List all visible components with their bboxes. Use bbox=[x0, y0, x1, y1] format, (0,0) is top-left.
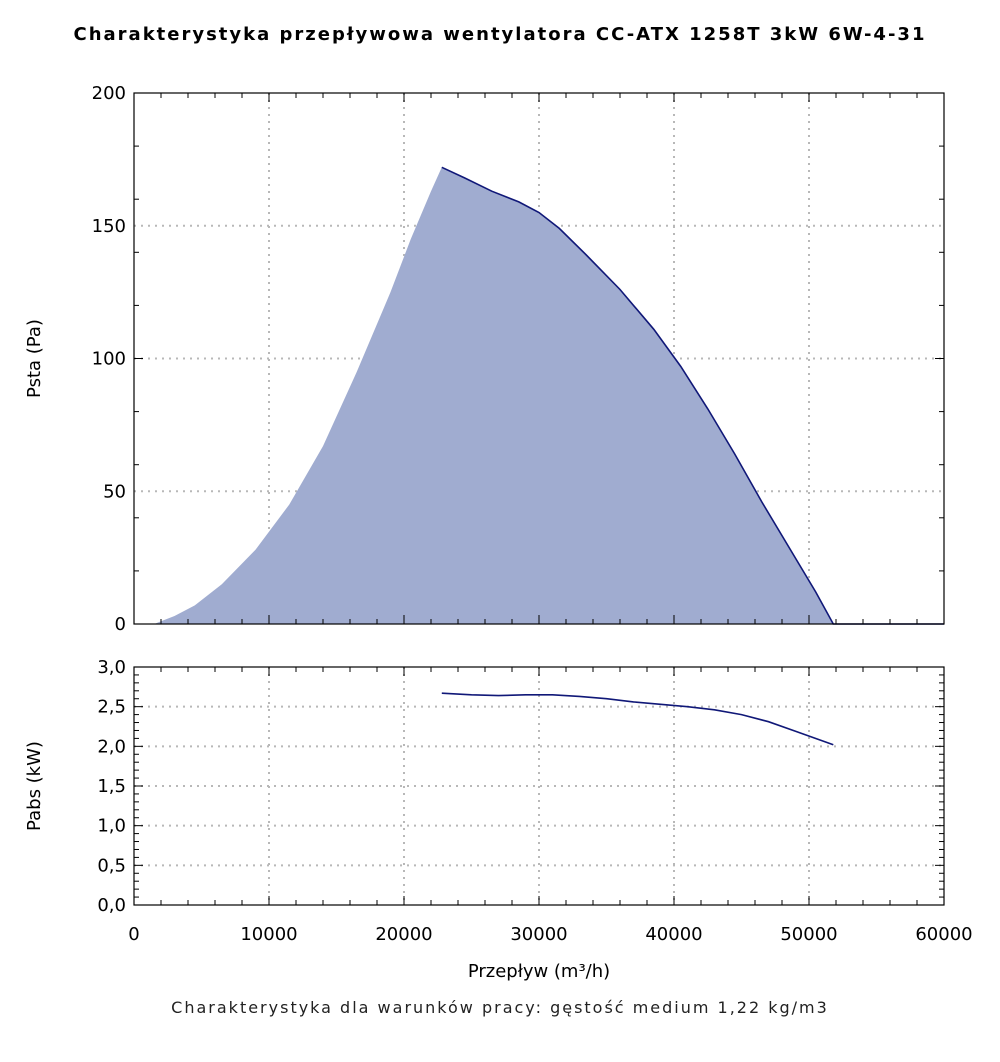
power-ytick-label: 3,0 bbox=[97, 657, 126, 678]
pressure-curve bbox=[441, 166, 944, 625]
pressure-ylabel: Psta (Pa) bbox=[24, 319, 45, 398]
power-curve bbox=[441, 692, 834, 746]
x-tick-label: 0 bbox=[128, 924, 139, 945]
x-tick-label: 40000 bbox=[645, 924, 702, 945]
power-ytick-label: 2,5 bbox=[97, 697, 126, 718]
pressure-area-fill bbox=[134, 167, 944, 625]
chart-title: Charakterystyka przepływowa wentylatora … bbox=[73, 24, 927, 45]
power-ytick-label: 2,0 bbox=[97, 736, 126, 757]
pressure-ytick-label: 50 bbox=[103, 481, 126, 502]
pressure-ytick-label: 100 bbox=[92, 349, 126, 370]
x-tick-label: 20000 bbox=[375, 924, 432, 945]
x-axis-label: Przepływ (m³/h) bbox=[468, 961, 610, 982]
x-tick-label: 10000 bbox=[240, 924, 297, 945]
chart-subtitle: Charakterystyka dla warunków pracy: gęst… bbox=[171, 998, 829, 1017]
pressure-panel: 0 50 100 150 200 Psta (Pa) bbox=[24, 83, 945, 635]
power-ylabel: Pabs (kW) bbox=[24, 741, 45, 831]
x-tick-label: 60000 bbox=[915, 924, 972, 945]
pressure-ytick-label: 0 bbox=[115, 614, 126, 635]
power-ytick-label: 0,5 bbox=[97, 855, 126, 876]
power-ytick-label: 0,0 bbox=[97, 895, 126, 916]
pressure-ytick-label: 200 bbox=[92, 83, 126, 104]
power-panel: 0,0 0,5 1,0 1,5 2,0 2,5 3,0 Pabs (kW) 0 10000 2000… bbox=[24, 657, 973, 982]
pressure-ytick-label: 150 bbox=[92, 216, 126, 237]
x-tick-label: 50000 bbox=[780, 924, 837, 945]
power-ytick-label: 1,0 bbox=[97, 816, 126, 837]
x-tick-label: 30000 bbox=[510, 924, 567, 945]
power-ytick-label: 1,5 bbox=[97, 776, 126, 797]
